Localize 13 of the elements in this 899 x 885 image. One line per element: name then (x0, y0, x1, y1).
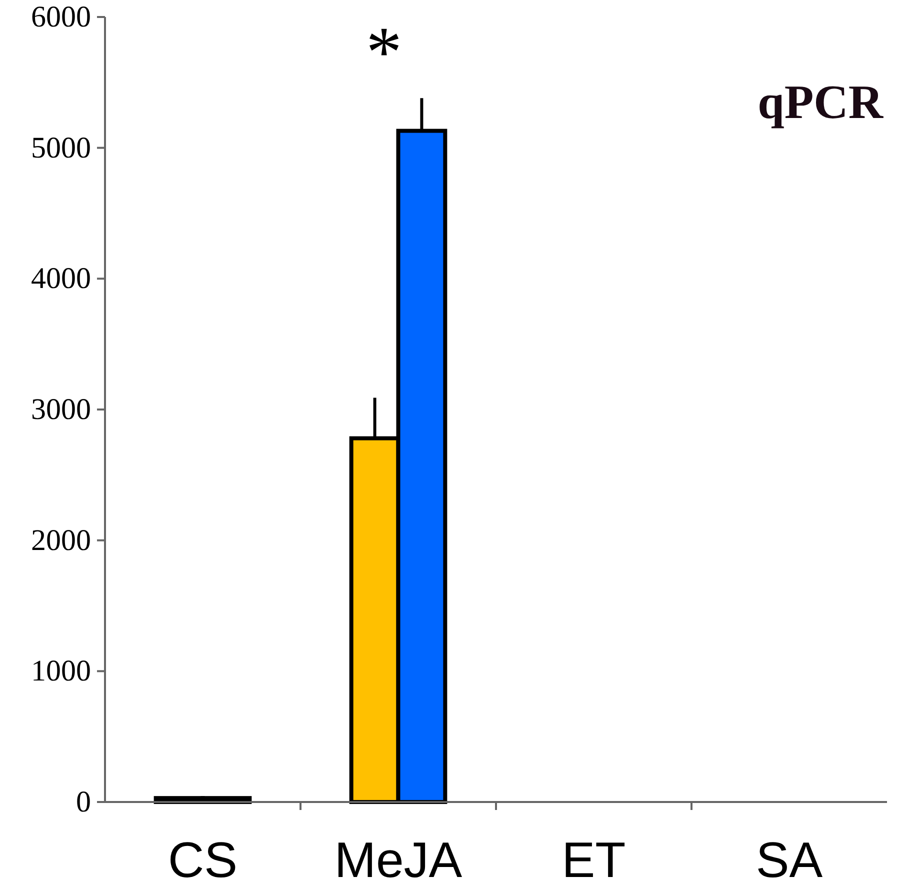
y-tick-label: 6000 (31, 0, 91, 34)
annotation: * (366, 12, 402, 92)
text: qPCR (758, 76, 884, 129)
x-tick-label: MeJA (334, 832, 463, 885)
x-tick-label: SA (756, 832, 824, 885)
y-tick-label: 1000 (31, 654, 91, 688)
y-tick-label: 3000 (31, 393, 91, 426)
y-tick-label: 4000 (31, 262, 91, 296)
y-tick-label: 5000 (31, 131, 91, 164)
y-tick-label: 2000 (31, 524, 91, 557)
x-tick-label: CS (168, 832, 238, 885)
x-tick-label: ET (562, 832, 626, 885)
y-tick-label: 0 (76, 786, 91, 818)
